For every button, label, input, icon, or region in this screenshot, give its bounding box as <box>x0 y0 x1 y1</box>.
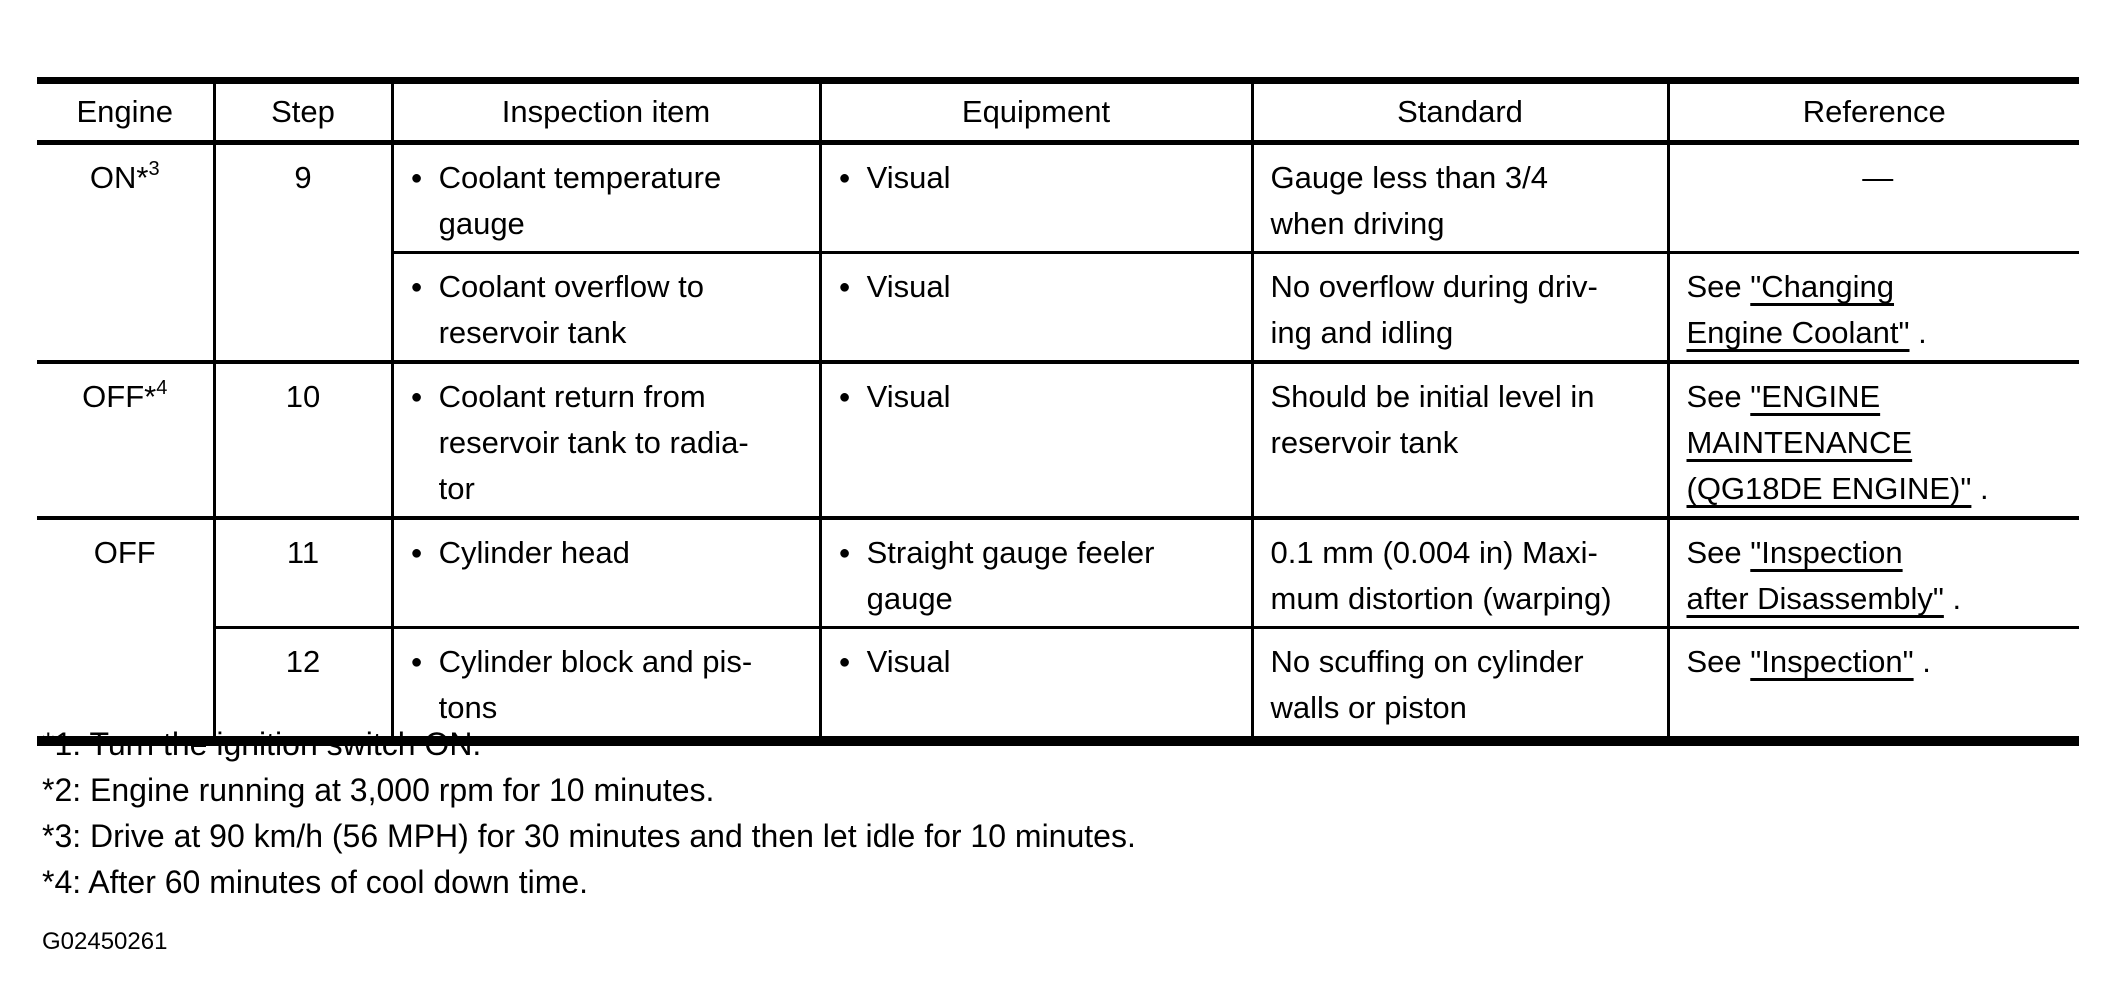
inspection-item-text: Cylinder block and pis- tons <box>438 644 753 725</box>
header-inspection-item: Inspection item <box>390 77 820 145</box>
cell-step-10: 10 <box>212 360 392 518</box>
reference-period: . <box>1971 471 1989 506</box>
header-standard: Standard <box>1250 77 1668 145</box>
cell-reference-changing-engine-coolant: See "Changing Engine Coolant" . <box>1666 251 2079 362</box>
cell-inspection-cylinder-head: ● Cylinder head <box>390 516 820 628</box>
standard-text: No overflow during driv- ing and idling <box>1270 269 1598 350</box>
cell-inspection-coolant-temp-gauge: ● Coolant temperature gauge <box>390 142 820 253</box>
reference-period: . <box>1943 581 1962 616</box>
reference-dash: — <box>1862 160 1894 195</box>
cell-step-12: 12 <box>212 626 392 746</box>
inspection-table: Engine Step Inspection item Equipment St… <box>37 77 2079 746</box>
inspection-item-text: Coolant return from reservoir tank to ra… <box>438 379 749 506</box>
cell-step-9: 9 <box>212 142 392 362</box>
standard-text: 0.1 mm (0.004 in) Maxi- mum distortion (… <box>1270 535 1612 616</box>
inspection-table-wrap: Engine Step Inspection item Equipment St… <box>37 77 2079 746</box>
bullet-icon: ● <box>838 167 851 189</box>
reference-see-label: See <box>1686 535 1751 570</box>
cell-standard-no-scuffing: No scuffing on cylinder walls or piston <box>1250 626 1668 746</box>
standard-text: Should be initial level in reservoir tan… <box>1270 379 1595 460</box>
cell-standard-distortion: 0.1 mm (0.004 in) Maxi- mum distortion (… <box>1250 516 1668 628</box>
reference-period: . <box>1913 644 1931 679</box>
engine-state-label: OFF* <box>82 379 157 414</box>
table-row: ● Coolant overflow to reservoir tank ● V… <box>37 251 2079 362</box>
cell-engine-off: OFF <box>37 516 214 746</box>
cell-reference-inspection-after-disassembly: See "Inspection after Disassembly" . <box>1666 516 2079 628</box>
bullet-icon: ● <box>838 276 851 298</box>
reference-period: . <box>1909 315 1927 350</box>
equipment-text: Visual <box>866 160 951 195</box>
figure-id: G02450261 <box>42 928 168 955</box>
cell-equipment-visual: ● Visual <box>818 360 1252 518</box>
bullet-icon: ● <box>838 542 851 564</box>
cell-engine-off-4: OFF*4 <box>37 360 214 518</box>
inspection-item-text: Coolant temperature gauge <box>438 160 722 241</box>
cell-standard-gauge: Gauge less than 3/4 when driving <box>1250 142 1668 253</box>
cell-step-11: 11 <box>212 516 392 628</box>
inspection-item-text: Cylinder head <box>438 535 630 570</box>
equipment-text: Visual <box>866 379 951 414</box>
header-row: Engine Step Inspection item Equipment St… <box>37 77 2079 145</box>
cell-inspection-cylinder-block: ● Cylinder block and pis- tons <box>390 626 820 746</box>
footnotes: *1: Turn the ignition switch ON. *2: Eng… <box>42 721 1136 965</box>
engine-footnote-sup: 3 <box>148 158 160 180</box>
table-row: 12 ● Cylinder block and pis- tons ● Visu… <box>37 626 2079 746</box>
reference-see-label: See <box>1686 379 1751 414</box>
reference-see-label: See <box>1686 269 1751 304</box>
cell-equipment-visual: ● Visual <box>818 142 1252 253</box>
header-engine: Engine <box>37 77 214 145</box>
equipment-text: Visual <box>866 644 951 679</box>
bullet-icon: ● <box>410 651 423 673</box>
bullet-icon: ● <box>838 386 851 408</box>
reference-link-engine-maintenance[interactable]: "ENGINE MAINTENANCE (QG18DE ENGINE)" <box>1686 379 1972 506</box>
table-row: ON*3 9 ● Coolant temperature gauge ● Vis… <box>37 142 2079 362</box>
cell-standard-initial-level: Should be initial level in reservoir tan… <box>1250 360 1668 518</box>
engine-state-label: ON* <box>89 160 149 195</box>
cell-standard-no-overflow: No overflow during driv- ing and idling <box>1250 251 1668 362</box>
header-reference: Reference <box>1666 77 2079 145</box>
footnote-2: *2: Engine running at 3,000 rpm for 10 m… <box>42 772 715 808</box>
reference-link-inspection[interactable]: "Inspection" <box>1750 644 1914 679</box>
bullet-icon: ● <box>410 167 423 189</box>
cell-equipment-feeler-gauge: ● Straight gauge feeler gauge <box>818 516 1252 628</box>
inspection-item-text: Coolant overflow to reservoir tank <box>438 269 704 350</box>
standard-text: Gauge less than 3/4 when driving <box>1270 160 1548 241</box>
cell-reference-inspection: See "Inspection" . <box>1666 626 2079 746</box>
footnote-3: *3: Drive at 90 km/h (56 MPH) for 30 min… <box>42 818 1136 854</box>
cell-reference-engine-maintenance: See "ENGINE MAINTENANCE (QG18DE ENGINE)"… <box>1666 360 2079 518</box>
footnote-1: *1: Turn the ignition switch ON. <box>42 726 482 762</box>
standard-text: No scuffing on cylinder walls or piston <box>1270 644 1584 725</box>
header-step: Step <box>212 77 392 145</box>
cell-reference-none: — <box>1666 142 2079 253</box>
reference-link-inspection-after-disassembly[interactable]: "Inspection after Disassembly" <box>1686 535 1944 616</box>
equipment-text: Straight gauge feeler gauge <box>866 535 1155 616</box>
cell-equipment-visual: ● Visual <box>818 251 1252 362</box>
cell-inspection-coolant-return: ● Coolant return from reservoir tank to … <box>390 360 820 518</box>
bullet-icon: ● <box>838 651 851 673</box>
reference-link-changing-engine-coolant[interactable]: "Changing Engine Coolant" <box>1686 269 1910 350</box>
footnote-4: *4: After 60 minutes of cool down time. <box>42 864 589 900</box>
cell-engine-on: ON*3 <box>37 143 214 363</box>
bullet-icon: ● <box>410 276 423 298</box>
engine-footnote-sup: 4 <box>156 377 168 399</box>
cell-inspection-coolant-overflow: ● Coolant overflow to reservoir tank <box>390 251 820 362</box>
bullet-icon: ● <box>410 386 423 408</box>
reference-see-label: See <box>1686 644 1751 679</box>
table-row: OFF 11 ● Cylinder head ● Straight gauge … <box>37 516 2079 746</box>
bullet-icon: ● <box>410 542 423 564</box>
cell-equipment-visual: ● Visual <box>818 626 1252 746</box>
engine-state-label: OFF <box>93 535 156 570</box>
table-row: OFF*4 10 ● Coolant return from reservoir… <box>37 360 2079 518</box>
header-equipment: Equipment <box>818 77 1252 145</box>
equipment-text: Visual <box>866 269 951 304</box>
